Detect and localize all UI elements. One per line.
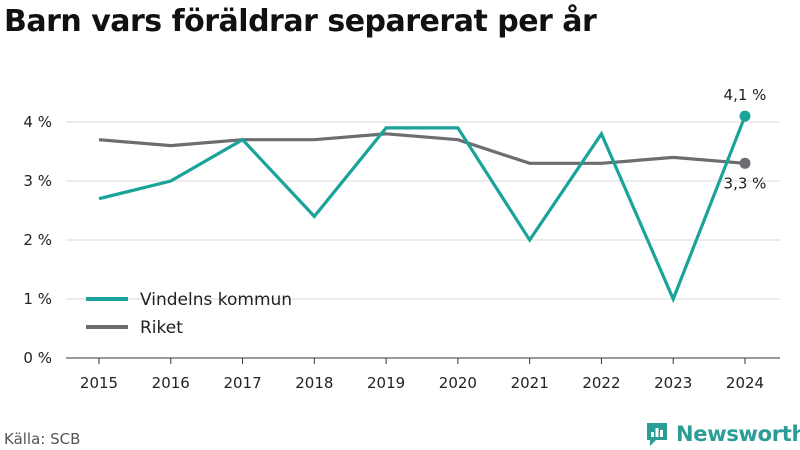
y-tick-label: 0 % (23, 349, 52, 367)
legend: Vindelns kommun Riket (86, 290, 292, 338)
brand-name: Newsworthy (676, 422, 800, 446)
y-tick-label: 4 % (23, 113, 52, 131)
series-line (98, 115, 747, 304)
newsworthy-logo-icon (647, 423, 667, 446)
gridlines (66, 121, 780, 300)
x-tick-label: 2017 (223, 374, 261, 392)
series-line (98, 132, 746, 165)
series-lines (98, 115, 747, 304)
x-tick-label: 2020 (439, 374, 477, 392)
x-tick-label: 2021 (511, 374, 549, 392)
brand-logo[interactable]: Newsworthy (644, 420, 800, 448)
x-tick-label: 2016 (152, 374, 190, 392)
end-label: 4,1 % (724, 86, 767, 104)
series-endpoints: 4,1 % 3,3 % (724, 86, 767, 192)
y-axis-ticks: 0 % 1 % 2 % 3 % 4 % (23, 113, 52, 367)
y-tick-label: 1 % (23, 290, 52, 308)
x-tick-label: 2015 (80, 374, 118, 392)
end-label: 3,3 % (724, 174, 767, 192)
series-end-point (739, 157, 751, 169)
y-tick-label: 2 % (23, 231, 52, 249)
x-tick-label: 2024 (726, 374, 764, 392)
x-tick-label: 2023 (654, 374, 692, 392)
legend-label: Riket (140, 318, 183, 338)
x-axis: 2015 2016 2017 2018 2019 2020 2021 2022 2023 2024 (66, 357, 780, 392)
chart-title: Barn vars föräldrar separerat per år (4, 4, 597, 39)
source-note: Källa: SCB (4, 430, 81, 448)
x-tick-label: 2022 (582, 374, 620, 392)
legend-label: Vindelns kommun (140, 290, 292, 310)
x-tick-label: 2019 (367, 374, 405, 392)
x-tick-label: 2018 (295, 374, 333, 392)
y-tick-label: 3 % (23, 172, 52, 190)
series-end-point (739, 110, 751, 122)
